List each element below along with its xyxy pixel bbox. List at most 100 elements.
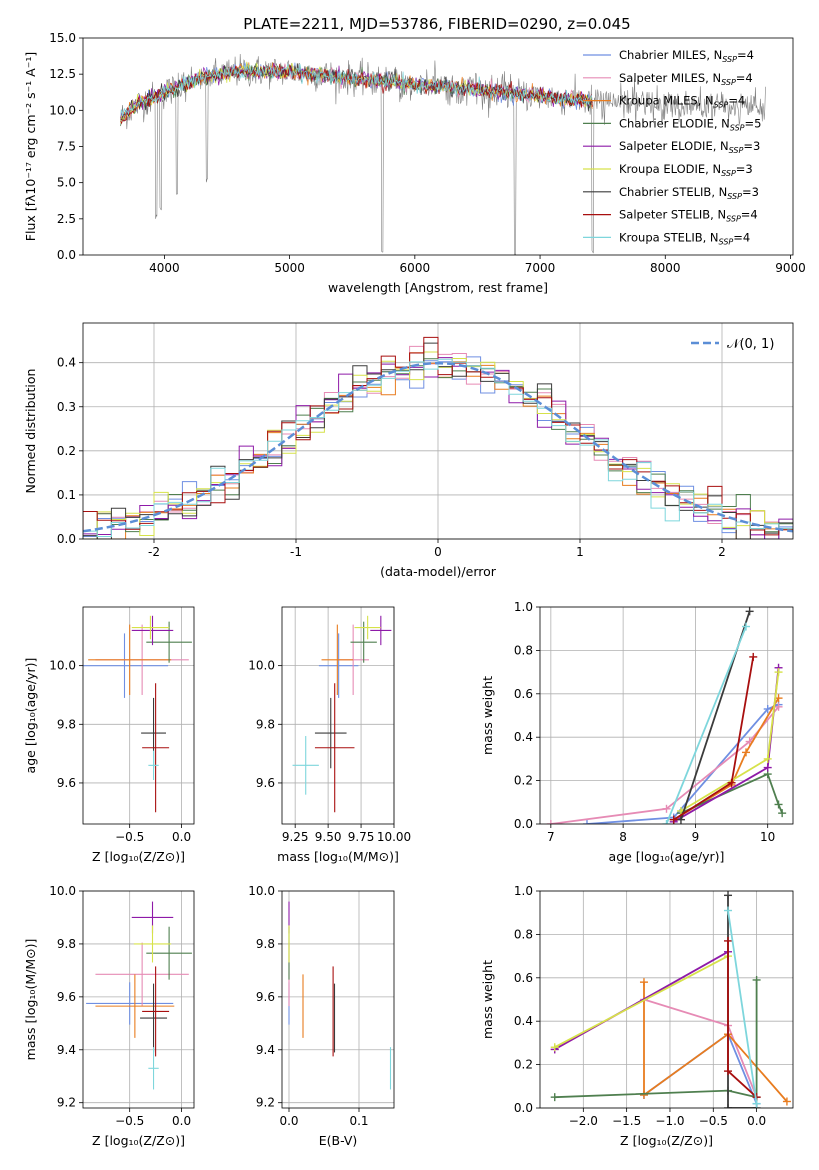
plus-marker xyxy=(639,1090,648,1099)
plus-marker xyxy=(550,1093,559,1102)
normal-reference-curve xyxy=(83,361,793,533)
x-tick-label: -1 xyxy=(290,545,302,559)
x-tick-label: 8 xyxy=(619,830,627,844)
errorbar-point xyxy=(321,624,354,695)
errorbar-point xyxy=(142,683,170,813)
y-tick-label: 0.4 xyxy=(514,730,533,744)
x-tick-label: 7000 xyxy=(525,261,556,275)
axes-frame xyxy=(539,890,794,1109)
x-tick-label: 5000 xyxy=(274,261,305,275)
x-tick-label: 10.00 xyxy=(377,830,411,844)
plus-marker xyxy=(546,820,555,824)
plus-marker xyxy=(742,748,751,757)
plus-marker xyxy=(639,978,648,987)
y-tick-label: 0.2 xyxy=(514,1058,533,1072)
errorbar-point xyxy=(318,633,359,698)
legend-entry: Chabrier ELODIE, NSSP=5 xyxy=(619,116,761,132)
y-tick-label: 0.0 xyxy=(57,532,76,546)
plus-marker xyxy=(763,704,772,713)
y-tick-label: 9.6 xyxy=(57,776,76,790)
y-tick-label: 12.5 xyxy=(49,67,76,81)
x-tick-label: 0.0 xyxy=(172,830,191,844)
legend-subscript: SSP xyxy=(714,101,729,110)
x-axis-label: Z [log₁₀(Z/Z⊙)] xyxy=(92,849,185,864)
y-tick-label: 9.6 xyxy=(57,990,76,1004)
legend-entry: Chabrier MILES, NSSP=4 xyxy=(619,48,754,64)
weight-line xyxy=(554,955,729,1048)
panel-weight_vs_Z: −2.0 −1.5 −1.0 −0.5 0.0 0.0 0.2 0.4 0.6 0.8 1.0 Z [… xyxy=(480,884,794,1148)
x-axis-label: E(B-V) xyxy=(319,1133,358,1148)
plus-marker xyxy=(774,668,783,677)
weight-line xyxy=(665,626,747,824)
panel-weight_vs_age: 7 8 9 10 0.0 0.2 0.4 0.6 0.8 1.0 age [log₁₀(age/yr… xyxy=(480,600,794,864)
x-tick-label: 1 xyxy=(576,545,584,559)
plus-marker xyxy=(774,702,783,711)
y-tick-label: 0.0 xyxy=(514,817,533,831)
legend-count: =4 xyxy=(737,48,754,62)
panel-histogram: -2 -1 0 1 2 0.0 0.1 0.2 0.3 0.4 (data-model)/error… xyxy=(23,322,794,579)
errorbar-point xyxy=(88,624,172,695)
plus-marker xyxy=(662,820,671,824)
legend-subscript: SSP xyxy=(721,78,736,87)
y-tick-label: 0.2 xyxy=(57,444,76,458)
plus-marker xyxy=(749,652,758,661)
legend-subscript: SSP xyxy=(729,146,744,155)
axes-frame xyxy=(82,606,195,825)
histogram-step xyxy=(83,358,793,539)
errorbar-point xyxy=(83,633,169,698)
errorbar-point xyxy=(370,615,392,646)
legend-subscript: SSP xyxy=(719,237,734,246)
y-axis-label: Normed distribution xyxy=(23,369,38,494)
y-tick-label: 0.2 xyxy=(514,774,533,788)
errorbar-point xyxy=(292,736,319,795)
legend-entry: 𝒩(0, 1) xyxy=(727,337,774,352)
y-tick-label: 9.8 xyxy=(256,937,275,951)
x-axis-label: (data-model)/error xyxy=(380,564,497,579)
plus-marker xyxy=(724,936,733,945)
legend-count: =4 xyxy=(741,208,758,222)
x-tick-label: 9.75 xyxy=(348,830,375,844)
plot-area xyxy=(546,607,787,824)
x-tick-label: 0.0 xyxy=(747,1114,766,1128)
x-tick-label: −0.5 xyxy=(699,1114,728,1128)
y-tick-label: 7.5 xyxy=(57,140,76,154)
panel-spectrum: 4000 5000 6000 7000 8000 9000 0.0 2.5 5.0 7.5 10.0… xyxy=(23,31,806,295)
axes-frame xyxy=(281,606,395,825)
y-tick-label: 0.8 xyxy=(514,643,533,657)
weight-line xyxy=(727,910,758,1104)
legend-name: Kroupa MILES, N xyxy=(619,94,714,108)
axes-frame xyxy=(82,322,794,540)
y-tick-label: 10.0 xyxy=(49,884,76,898)
legend-count: =3 xyxy=(742,185,759,199)
errorbar-point xyxy=(131,615,174,646)
histogram-step xyxy=(83,336,793,539)
plus-marker xyxy=(752,1099,761,1108)
errorbar-point xyxy=(95,974,175,1038)
plus-marker xyxy=(745,607,754,616)
errorbar-point xyxy=(148,1047,159,1090)
x-axis-label: Z [log₁₀(Z/Z⊙)] xyxy=(620,1133,713,1148)
panel-age_vs_Z: −0.5 0.0 9.6 9.8 10.0 Z [log₁₀(Z/Z⊙)] age [log… xyxy=(23,606,195,864)
y-axis-label: age [log₁₀(age/yr)] xyxy=(23,658,38,774)
x-tick-label: 9000 xyxy=(775,261,806,275)
y-tick-label: 9.8 xyxy=(57,937,76,951)
plus-marker xyxy=(724,906,733,915)
legend-name: Salpeter STELIB, N xyxy=(619,208,726,222)
y-tick-label: 1.0 xyxy=(514,600,533,614)
x-tick-label: 0.0 xyxy=(172,1114,191,1128)
y-tick-label: 0.1 xyxy=(57,488,76,502)
axes-frame xyxy=(539,606,794,825)
y-tick-label: 0.0 xyxy=(514,1101,533,1115)
x-tick-label: 9.50 xyxy=(315,830,342,844)
legend-name: Chabrier ELODIE, N xyxy=(619,116,730,130)
plot-area xyxy=(83,615,192,813)
legend-count: =4 xyxy=(728,94,745,108)
errorbar-point xyxy=(314,683,355,813)
legend-count: =5 xyxy=(745,116,762,130)
plus-marker xyxy=(774,800,783,809)
plus-marker xyxy=(582,820,591,824)
errorbar-point xyxy=(86,982,174,1025)
plot-area xyxy=(550,891,791,1108)
y-tick-label: 0.6 xyxy=(514,971,533,985)
legend-name: Salpeter MILES, N xyxy=(619,71,721,85)
